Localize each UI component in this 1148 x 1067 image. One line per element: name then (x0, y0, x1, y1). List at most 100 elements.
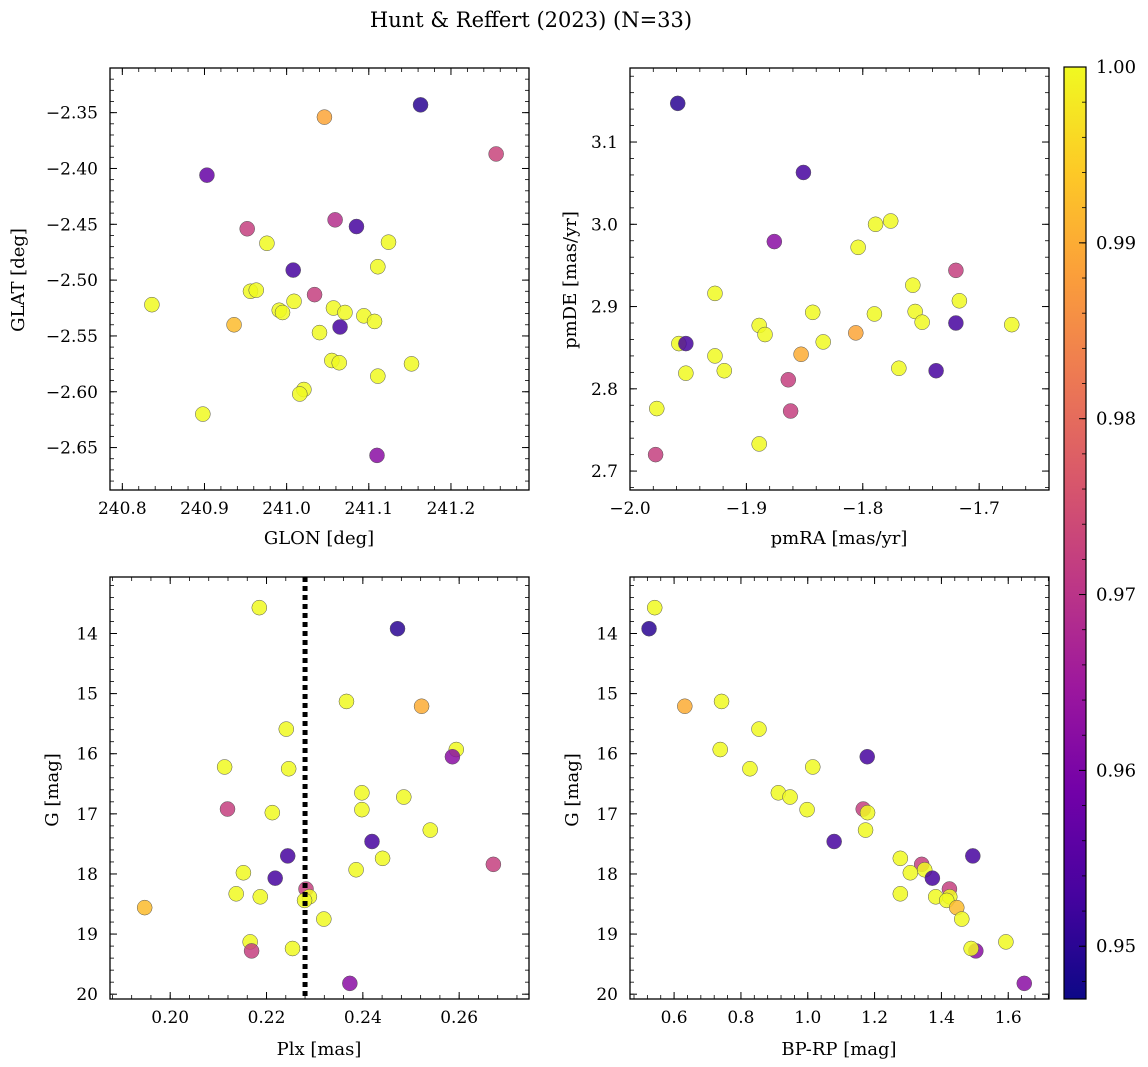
data-point (364, 833, 380, 850)
data-point (422, 822, 439, 838)
data-point (337, 304, 353, 321)
data-point (641, 620, 657, 637)
x-tick-label: 0.6 (661, 1008, 688, 1028)
data-point (280, 761, 297, 777)
y-tick-label: 16 (76, 745, 98, 765)
x-tick-label: 240.9 (180, 499, 229, 519)
colorbar-bar (1063, 66, 1087, 1000)
plot-frame (629, 576, 1050, 1000)
y-tick-label: 14 (596, 625, 618, 645)
data-point (782, 403, 799, 419)
data-point (707, 348, 723, 364)
data-point (782, 789, 798, 805)
data-point (331, 354, 347, 371)
data-point (332, 319, 348, 335)
data-point (751, 721, 767, 737)
data-point (924, 870, 941, 886)
panel-plx-g: Plx [mas] G [mag] 0.20 0.22 0.24 0.26 14 15 16… (42, 576, 530, 1060)
data-point (278, 721, 295, 737)
x-tick-label: 241.0 (262, 499, 311, 519)
panel-pmra-pmde: pmRA [mas/yr] pmDE [mas/yr] −2.0 −1.9 −1.8… (560, 67, 1050, 549)
data-point (857, 822, 874, 838)
data-point (954, 911, 970, 927)
y-tick-label: −2.50 (46, 271, 98, 291)
x-tick-label: 1.2 (861, 1008, 888, 1028)
data-point (412, 97, 429, 113)
data-point (914, 314, 930, 330)
data-point (805, 759, 821, 775)
data-point (826, 833, 842, 850)
x-tick-label: −1.8 (842, 499, 883, 519)
data-point (348, 218, 365, 235)
data-point (274, 304, 291, 321)
data-point (354, 801, 370, 818)
y-tick-label: 14 (76, 625, 98, 645)
x-tick-label: −1.7 (959, 499, 1000, 519)
data-point (1016, 975, 1033, 992)
data-point (286, 293, 302, 310)
data-point (380, 234, 397, 250)
data-point (488, 146, 504, 162)
colorbar-tick-label: 1.00 (1096, 57, 1136, 78)
data-point (195, 406, 211, 422)
colorbar-tick-label: 0.96 (1096, 760, 1136, 781)
y-tick-label: 2.9 (591, 298, 618, 318)
data-point (892, 850, 909, 867)
data-point (311, 324, 328, 341)
data-point (342, 975, 358, 992)
data-point (928, 362, 944, 379)
colorbar: 0.95 0.96 0.97 0.98 0.99 1.00 (1063, 57, 1136, 1000)
panel-glon-glat: GLON [deg] GLAT [deg] 240.8 240.9 241.0 241… (8, 67, 530, 549)
data-point (285, 262, 301, 278)
x-tick-label: 240.8 (98, 499, 147, 519)
data-point (279, 848, 296, 864)
y-tick-label: −2.55 (46, 327, 98, 347)
data-point (252, 889, 269, 905)
data-point (892, 886, 909, 902)
data-point (444, 748, 461, 765)
plot-frame (109, 576, 530, 1000)
data-point (348, 862, 364, 878)
data-point (677, 698, 693, 714)
data-point (815, 334, 831, 350)
data-point (649, 400, 665, 417)
data-point (403, 356, 420, 372)
y-tick-label: −2.35 (46, 104, 98, 124)
colorbar-tick-label: 0.99 (1096, 233, 1136, 254)
data-point (948, 262, 964, 279)
y-tick-label: 2.7 (591, 462, 618, 482)
y-tick-label: 17 (596, 805, 618, 825)
data-point (905, 277, 921, 293)
data-point (327, 212, 343, 228)
data-point (374, 850, 391, 867)
data-point (902, 865, 919, 881)
data-point (757, 326, 773, 343)
colorbar-tick-label: 0.97 (1096, 585, 1136, 606)
y-tick-label: −2.40 (46, 159, 98, 179)
x-tick-label: −2.0 (609, 499, 650, 519)
data-point (669, 95, 686, 112)
data-point (248, 282, 264, 298)
x-tick-label: 0.8 (727, 1008, 754, 1028)
y-axis-label: pmDE [mas/yr] (560, 211, 581, 349)
data-point (235, 865, 252, 881)
data-point (259, 235, 275, 252)
data-point (850, 239, 866, 256)
x-tick-label: 1.0 (794, 1008, 821, 1028)
data-point (292, 386, 308, 402)
data-point (866, 306, 883, 322)
y-tick-label: 16 (596, 745, 618, 765)
data-point (216, 759, 233, 775)
data-point (799, 801, 815, 818)
data-point (396, 789, 412, 805)
data-point (354, 785, 370, 801)
data-point (751, 436, 767, 452)
data-point (713, 693, 730, 710)
data-point (306, 286, 323, 303)
data-point (742, 761, 758, 777)
x-tick-label: 1.4 (928, 1008, 955, 1028)
y-tick-label: 18 (76, 865, 98, 885)
y-tick-label: 20 (596, 985, 618, 1005)
data-point (891, 360, 907, 377)
